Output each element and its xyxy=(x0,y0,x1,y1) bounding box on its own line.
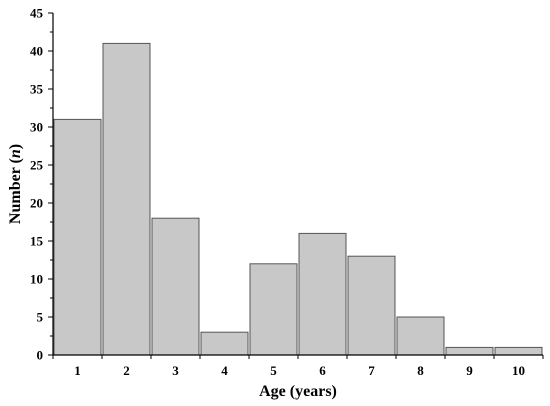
y-tick-label: 25 xyxy=(30,158,44,173)
x-tick-label: 7 xyxy=(368,363,375,378)
x-tick-label: 1 xyxy=(74,363,81,378)
x-tick-label: 3 xyxy=(172,363,179,378)
y-tick-label: 0 xyxy=(37,348,44,363)
x-tick-label: 9 xyxy=(466,363,473,378)
x-tick-label: 10 xyxy=(512,363,525,378)
x-ticks-group: 1 2 3 4 5 6 7 8 9 10 xyxy=(52,355,544,378)
bar-age-9 xyxy=(445,346,494,356)
x-axis-title: Age (years) xyxy=(259,383,337,400)
y-tick-label: 40 xyxy=(30,44,43,59)
y-tick-label: 35 xyxy=(30,82,44,97)
bar-age-8 xyxy=(396,316,445,356)
bar-age-10 xyxy=(494,346,543,356)
bar-age-6 xyxy=(298,232,347,356)
y-axis-title: Number (n) xyxy=(7,144,24,224)
bar-age-5 xyxy=(249,263,298,356)
bar-age-2 xyxy=(102,42,151,356)
bar-age-1 xyxy=(53,118,102,356)
y-tick-label: 15 xyxy=(30,234,44,249)
y-axis-title-symbol: n xyxy=(7,149,24,158)
y-tick-label: 45 xyxy=(30,6,44,21)
bar-age-4 xyxy=(200,331,249,356)
bars-group xyxy=(53,42,543,356)
x-tick-label: 4 xyxy=(221,363,228,378)
x-tick-label: 5 xyxy=(270,363,277,378)
y-axis-title-suffix: ) xyxy=(7,144,24,149)
x-tick-label: 6 xyxy=(319,363,326,378)
bar-age-7 xyxy=(347,255,396,356)
y-tick-label: 20 xyxy=(30,196,43,211)
y-axis-title-prefix: Number ( xyxy=(7,158,24,224)
x-tick-label: 2 xyxy=(123,363,130,378)
bar-age-3 xyxy=(151,217,200,356)
x-tick-label: 8 xyxy=(417,363,424,378)
y-ticks-group: 0 5 10 15 20 25 30 35 40 45 xyxy=(30,6,53,363)
y-tick-label: 10 xyxy=(30,272,43,287)
y-tick-label: 30 xyxy=(30,120,43,135)
y-tick-label: 5 xyxy=(37,310,44,325)
